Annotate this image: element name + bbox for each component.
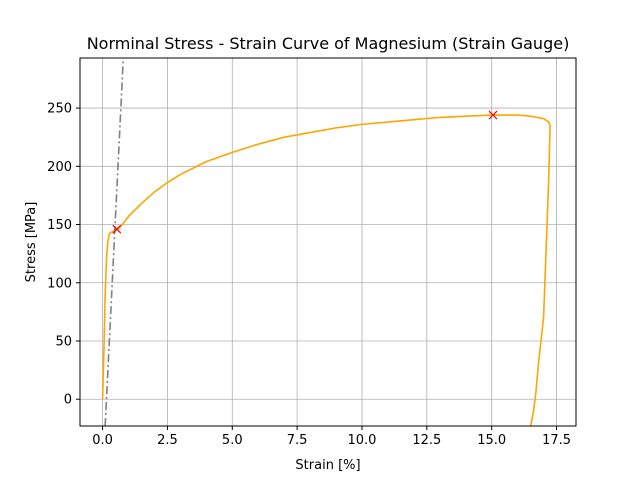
y-tick-label: 50 xyxy=(55,334,72,349)
x-tick-label: 7.5 xyxy=(287,433,308,448)
stress-strain-curve xyxy=(101,114,551,426)
x-axis-ticks: 0.0 2.5 5.0 7.5 10.0 12.5 15.0 17.5 xyxy=(92,426,571,448)
x-tick-label: 2.5 xyxy=(157,433,178,448)
yield-point-marker xyxy=(112,224,122,234)
ultimate-strength-marker xyxy=(488,110,498,120)
y-axis-ticks: 0 50 100 150 200 250 xyxy=(47,102,80,408)
y-tick-label: 0 xyxy=(64,393,72,408)
axes xyxy=(79,57,577,427)
y-tick-label: 250 xyxy=(47,102,72,117)
x-tick-label: 12.5 xyxy=(412,433,441,448)
x-tick-label: 15.0 xyxy=(477,433,506,448)
x-tick-label: 0.0 xyxy=(92,433,113,448)
y-axis-label: Stress [MPa] xyxy=(24,202,39,283)
y-tick-label: 200 xyxy=(47,160,72,175)
x-tick-label: 17.5 xyxy=(542,433,571,448)
y-tick-label: 100 xyxy=(47,276,72,291)
marker-stroke xyxy=(112,224,122,234)
plot-area xyxy=(101,58,551,426)
chart-title: Norminal Stress - Strain Curve of Magnes… xyxy=(87,34,570,53)
x-tick-label: 5.0 xyxy=(222,433,243,448)
axes-frame xyxy=(79,57,577,427)
offset-line xyxy=(104,58,125,426)
y-tick-label: 150 xyxy=(47,218,72,233)
x-tick-label: 10.0 xyxy=(348,433,377,448)
x-axis-label: Strain [%] xyxy=(295,458,360,473)
marker-stroke xyxy=(488,110,498,120)
